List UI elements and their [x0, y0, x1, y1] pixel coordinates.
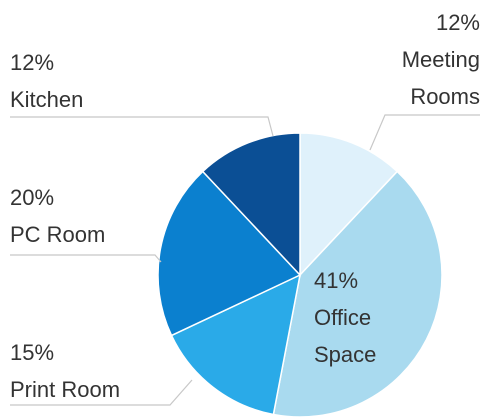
slice-label: 41% Office Space	[314, 262, 414, 373]
slice-label: 12% Kitchen	[10, 44, 180, 118]
slice-label: 15% Print Room	[10, 334, 180, 408]
pie-slice	[299, 132, 399, 277]
value-label: 15%	[10, 340, 55, 365]
leader-line	[10, 379, 193, 406]
leader-line	[369, 114, 480, 151]
slice-label: 12% Meeting Rooms	[370, 4, 480, 115]
leader-line	[10, 254, 162, 263]
leader-line	[10, 116, 274, 137]
pie-slice	[157, 170, 302, 337]
value-label: 12%	[10, 50, 55, 75]
category-label: PC Room	[10, 222, 106, 247]
value-label: 20%	[10, 185, 55, 210]
category-label: Meeting Rooms	[401, 47, 480, 109]
pie-slice	[201, 132, 301, 277]
slice-label: 20% PC Room	[10, 179, 180, 253]
pie-slice	[272, 170, 443, 418]
category-label: Print Room	[10, 377, 121, 402]
category-label: Kitchen	[10, 87, 84, 112]
value-label: 12%	[435, 10, 480, 35]
pie-slice	[170, 273, 302, 416]
category-label: Office Space	[314, 305, 377, 367]
value-label: 41%	[314, 268, 359, 293]
